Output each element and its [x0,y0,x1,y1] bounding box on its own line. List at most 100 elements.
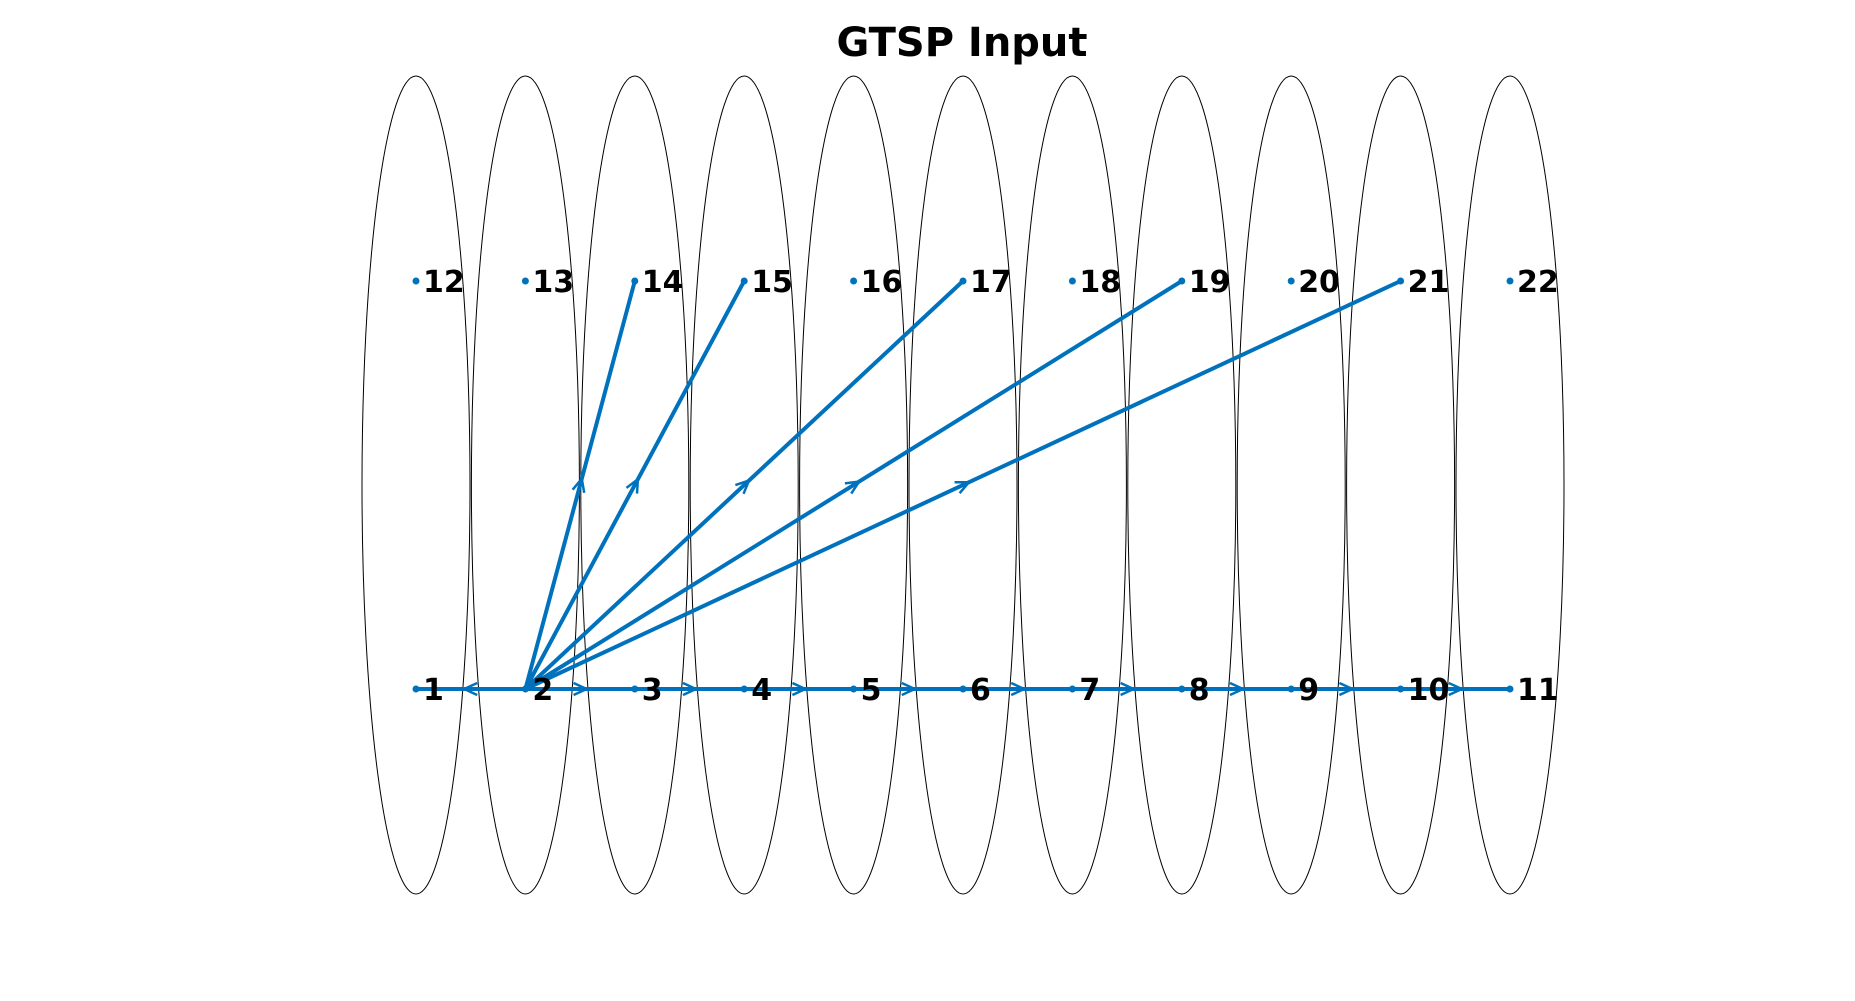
node-6: 6 [959,673,991,708]
node-7: 7 [1068,673,1100,708]
node-13: 13 [521,265,574,300]
node-label: 18 [1079,265,1121,300]
node-8: 8 [1178,673,1210,708]
cluster-ellipse-2 [470,75,580,895]
node-dot [740,277,748,285]
node-label: 20 [1298,265,1340,300]
edge-2-19 [523,279,1184,691]
node-dot [521,685,529,693]
node-label: 4 [751,673,772,708]
node-dot [850,685,858,693]
node-15: 15 [740,265,793,300]
node-dot [631,277,639,285]
figure-title: GTSP Input [836,20,1087,66]
node-dot [850,277,858,285]
node-20: 20 [1287,265,1340,300]
node-dot [1506,277,1514,285]
node-dot [521,277,529,285]
node-label: 9 [1298,673,1319,708]
node-dot [1178,277,1186,285]
node-9: 9 [1287,673,1319,708]
edge-9-10 [1289,681,1403,697]
cluster-ellipse-6 [908,75,1018,895]
node-dot [1068,685,1076,693]
edge-arrowhead [844,479,862,495]
cluster-ellipse-9 [1236,75,1346,895]
edge-7-8 [1070,681,1184,697]
node-4: 4 [740,673,772,708]
node-2: 2 [521,673,553,708]
edge-arrowhead [901,681,918,697]
edge-4-5 [742,681,856,697]
node-label: 17 [970,265,1012,300]
node-dot [1068,277,1076,285]
node-dot [740,685,748,693]
node-label: 14 [642,265,684,300]
node-label: 2 [532,673,553,708]
node-21: 21 [1397,265,1449,300]
edge-10-11 [1398,681,1512,697]
node-dot [1287,277,1295,285]
edge-2-15 [523,279,747,691]
node-19: 19 [1178,265,1231,300]
node-label: 19 [1189,265,1231,300]
node-17: 17 [959,265,1012,300]
node-dot [1397,277,1405,285]
node-dot [1506,685,1514,693]
node-11: 11 [1506,673,1559,708]
node-10: 10 [1397,673,1449,708]
node-label: 10 [1408,673,1450,708]
edge-arrowhead [682,681,699,697]
cluster-ellipse-8 [1127,75,1237,895]
edge-arrowhead [1448,681,1465,697]
edge-arrowhead [573,681,590,697]
node-label: 15 [751,265,793,300]
edge-line [523,279,637,691]
edge-6-7 [961,681,1075,697]
node-14: 14 [631,265,684,300]
edge-8-9 [1179,681,1294,697]
edge-3-4 [632,681,747,697]
edge-arrowhead [734,478,752,495]
edge-2-3 [523,681,637,697]
edge-line [523,279,1184,691]
edge-arrowhead [791,681,809,697]
clusters-layer [361,75,1565,895]
edge-2-21 [523,279,1403,691]
node-label: 3 [642,673,663,708]
node-22: 22 [1506,265,1559,300]
node-3: 3 [631,673,663,708]
node-label: 12 [423,265,465,300]
edge-arrowhead [1338,681,1356,697]
node-dot [1287,685,1295,693]
node-label: 21 [1408,265,1450,300]
node-label: 16 [861,265,903,300]
node-dot [631,685,639,693]
node-label: 11 [1517,673,1559,708]
node-label: 8 [1189,673,1210,708]
cluster-ellipse-7 [1017,75,1127,895]
node-dot [412,685,420,693]
node-dot [1397,685,1405,693]
node-label: 5 [861,673,882,708]
node-label: 1 [423,673,444,708]
edge-arrowhead [571,475,586,494]
edge-arrowhead [625,476,640,494]
edge-arrowhead [1010,681,1028,697]
node-dot [1178,685,1186,693]
edge-2-14 [523,279,637,691]
edge-arrowhead [1229,681,1246,697]
node-label: 13 [532,265,574,300]
edge-arrowhead [954,480,972,494]
edge-line [523,279,747,691]
cluster-ellipse-5 [799,75,909,895]
cluster-ellipse-11 [1455,75,1565,895]
node-dot [959,277,967,285]
edge-line [523,279,1403,691]
cluster-ellipse-4 [689,75,799,895]
node-label: 22 [1517,265,1559,300]
edge-arrowhead [461,681,478,697]
node-16: 16 [850,265,902,300]
